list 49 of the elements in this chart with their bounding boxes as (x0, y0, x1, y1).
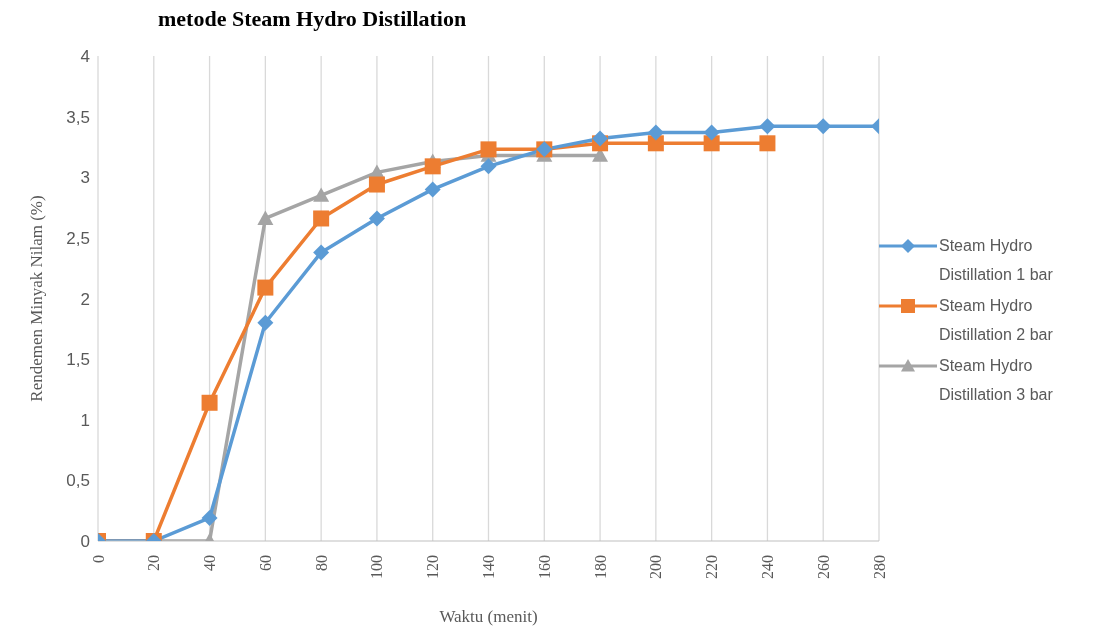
point (201, 394, 218, 411)
point (815, 118, 832, 135)
x-tick-label: 280 (870, 555, 888, 579)
point (703, 124, 720, 141)
x-tick-label: 40 (201, 555, 219, 571)
x-tick-label: 180 (591, 555, 609, 579)
x-tick-label: 160 (535, 555, 553, 579)
point (313, 244, 330, 261)
point (480, 158, 497, 175)
point (313, 187, 330, 202)
y-tick-label: 4 (80, 47, 90, 67)
y-tick-label: 0 (80, 532, 90, 552)
x-tick-label: 220 (703, 555, 721, 579)
x-tick-label: 200 (647, 555, 665, 579)
x-tick-label: 20 (145, 555, 163, 571)
point (257, 314, 274, 331)
x-tick-label: 100 (368, 555, 386, 579)
point (368, 176, 385, 193)
point (257, 210, 274, 225)
legend-label: Steam Hydro Distillation 3 bar (939, 356, 1054, 405)
x-axis-title: Waktu (menit) (439, 607, 538, 626)
x-tick-label: 0 (89, 555, 107, 563)
point (313, 210, 330, 227)
point (647, 124, 664, 141)
point (480, 141, 497, 158)
x-tick-label: 60 (256, 555, 274, 571)
y-tick-label: 2,5 (66, 228, 90, 248)
y-tick-label: 1,5 (66, 350, 90, 370)
y-tick-label: 0,5 (66, 471, 90, 491)
text: metode Steam Hydro Distillation (158, 6, 467, 32)
x-tick-label: 80 (312, 555, 330, 571)
y-tick-label: 3 (80, 168, 90, 188)
y-tick-label: 3,5 (66, 107, 90, 127)
y-tick-label: 2 (80, 289, 90, 309)
point (257, 279, 274, 296)
x-tick-label: 240 (758, 555, 776, 579)
point (424, 158, 441, 175)
y-axis-title: Rendemen Minyak Nilam (%) (27, 195, 47, 402)
point (592, 130, 609, 147)
legend-label: Steam Hydro Distillation 1 bar (939, 236, 1054, 285)
x-tick-label: 260 (814, 555, 832, 579)
point (424, 181, 441, 198)
point (368, 210, 385, 227)
legend-label: Steam Hydro Distillation 2 bar (939, 296, 1054, 345)
x-tick-label: 140 (480, 555, 497, 579)
point (759, 135, 776, 152)
point (759, 118, 776, 135)
y-tick-label: 1 (80, 410, 90, 430)
x-tick-label: 120 (424, 555, 442, 579)
